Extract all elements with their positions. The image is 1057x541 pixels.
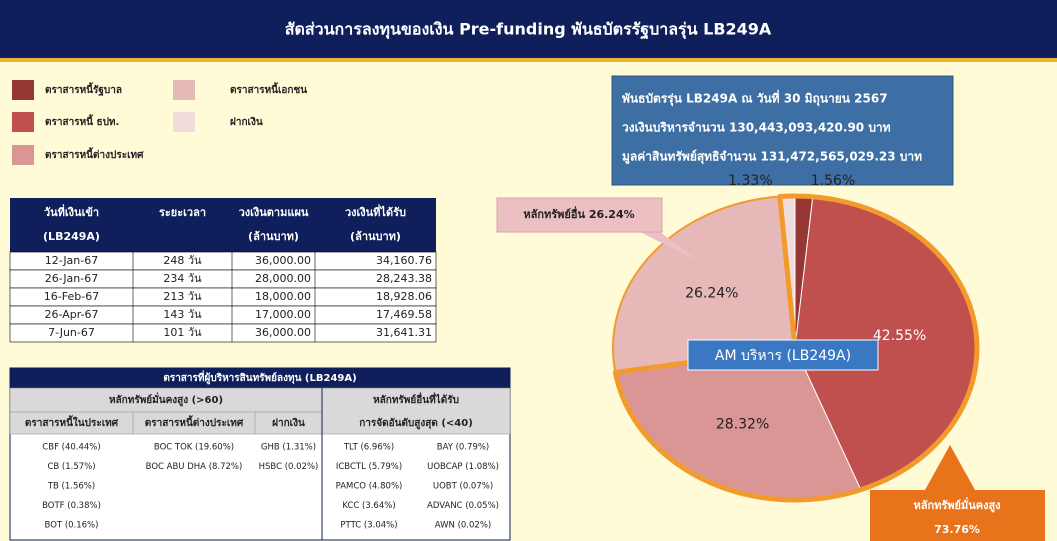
callout-box	[870, 490, 1045, 541]
table-cell: 248 วัน	[163, 254, 202, 267]
table-cell: 17,469.58	[376, 308, 432, 321]
table-cell: 28,000.00	[255, 272, 311, 285]
table-row	[9, 323, 437, 343]
header-cell: วงเงินที่ได้รับ	[345, 204, 406, 219]
table-cell: 34,160.76	[376, 254, 432, 267]
holdings-table: ตราสารที่ผู้บริหารสินทรัพย์ลงทุน (LB249A…	[9, 367, 511, 541]
table-cell: 18,000.00	[255, 290, 311, 303]
center-label-box	[687, 339, 879, 371]
callout-text: หลักทรัพย์อื่น 26.24%	[523, 206, 634, 221]
table-cell: UOBT (0.07%)	[433, 482, 493, 492]
callout-pointer	[925, 445, 975, 490]
table-cell: ICBCTL (5.79%)	[336, 462, 402, 472]
table-cell: CB (1.57%)	[47, 462, 95, 472]
legend-label: ฝากเงิน	[230, 116, 263, 128]
info-box	[611, 75, 954, 186]
subheader: ฝากเงิน	[272, 417, 305, 429]
table-cell: PAMCO (4.80%)	[336, 482, 403, 492]
table-cell: KCC (3.64%)	[342, 501, 395, 511]
callout-text: หลักทรัพย์มั่นคงสูง	[913, 497, 1000, 513]
header-cell: (LB249A)	[43, 230, 100, 243]
table-cell: BOTF (0.38%)	[42, 501, 101, 511]
table-cell: 234 วัน	[163, 272, 202, 285]
header-cell: ระยะเวลา	[159, 206, 206, 219]
group-header: หลักทรัพย์อื่นที่ได้รับ	[373, 392, 459, 406]
table-cell: 143 วัน	[163, 308, 202, 321]
group-outline	[612, 193, 980, 503]
header-cell: (ล้านบาท)	[248, 230, 299, 243]
slice-label: 28.32%	[716, 417, 769, 433]
info-line: มูลค่าสินทรัพย์สุทธิจำนวน 131,472,565,02…	[622, 150, 922, 165]
table-cell: CBF (40.44%)	[42, 443, 100, 453]
legend-swatch	[12, 145, 34, 165]
header-cell: (ล้านบาท)	[350, 230, 401, 243]
info-line: พันธบัตรรุ่น LB249A ณ วันที่ 30 มิถุนายน…	[622, 90, 888, 107]
table-cell: 17,000.00	[255, 308, 311, 321]
title: สัดส่วนการลงทุนของเงิน Pre-funding พันธบ…	[285, 20, 772, 40]
group-header: หลักทรัพย์มั่นคงสูง (>60)	[109, 392, 223, 407]
table-cell: 18,928.06	[376, 290, 432, 303]
table-header	[10, 198, 436, 252]
table-title-bg	[10, 368, 510, 388]
legend-label: ตราสารหนี้รัฐบาล	[45, 82, 122, 96]
table-cell: BAY (0.79%)	[437, 443, 490, 453]
subheader: ตราสารหนี้ในประเทศ	[25, 415, 119, 429]
group-header-bg	[9, 387, 511, 435]
info-line: วงเงินบริหารจำนวน 130,443,093,420.90 บาท	[622, 121, 891, 135]
legend-swatch	[173, 80, 195, 100]
table-cell: 36,000.00	[255, 254, 311, 267]
legend-label: ตราสารหนี้ ธปท.	[45, 114, 119, 128]
table-cell: 28,243.38	[376, 272, 432, 285]
table-cell: UOBCAP (1.08%)	[427, 462, 499, 472]
table-cell: 26-Apr-67	[44, 308, 98, 321]
table-cell: 101 วัน	[163, 326, 202, 339]
table-cell: 36,000.00	[255, 326, 311, 339]
table-cell: TB (1.56%)	[47, 482, 95, 492]
legend-label: ตราสารหนี้ต่างประเทศ	[45, 147, 144, 161]
subheader: ตราสารหนี้ต่างประเทศ	[145, 415, 244, 429]
legend-swatch	[12, 112, 34, 132]
callout-box	[496, 197, 663, 233]
pie-chart: 1.56% 42.55% 28.32% 26.24% 1.33% AM บริหาร (L…	[496, 173, 1045, 541]
slice-label: 1.56%	[811, 173, 855, 189]
slice-label: 26.24%	[685, 286, 738, 302]
table-cell: HSBC (0.02%)	[259, 462, 319, 472]
table-cell: GHB (1.31%)	[261, 443, 316, 453]
slice-label: 42.55%	[873, 328, 926, 344]
legend-label: ตราสารหนี้เอกชน	[230, 82, 307, 96]
table-cell: AWN (0.02%)	[435, 521, 491, 531]
table-cell: 7-Jun-67	[48, 326, 95, 339]
header-cell: วันที่เงินเข้า	[44, 204, 99, 219]
table-cell: ADVANC (0.05%)	[427, 501, 499, 511]
callout-pointer	[640, 232, 700, 262]
table-title: ตราสารที่ผู้บริหารสินทรัพย์ลงทุน (LB249A…	[163, 370, 356, 385]
title-bar	[0, 0, 1057, 58]
table-cell: 213 วัน	[163, 290, 202, 303]
table-cell: BOT (0.16%)	[45, 521, 99, 531]
center-label: AM บริหาร (LB249A)	[715, 348, 851, 364]
slice-label: 1.33%	[728, 173, 772, 189]
group-outline	[612, 195, 797, 374]
table-cell: TLT (6.96%)	[343, 443, 394, 453]
table-cell: 16-Feb-67	[44, 290, 99, 303]
table-cell: 31,641.31	[376, 326, 432, 339]
table-cell: BOC ABU DHA (8.72%)	[146, 462, 243, 472]
table-cell: PTTC (3.04%)	[340, 521, 397, 531]
legend-swatch	[173, 112, 195, 132]
legend-swatch	[12, 80, 34, 100]
title-underline	[0, 58, 1057, 62]
header-cell: วงเงินตามแผน	[239, 206, 309, 219]
table-cell: 12-Jan-67	[45, 254, 99, 267]
schedule-table: วันที่เงินเข้า (LB249A) ระยะเวลา วงเงินตามแ…	[9, 198, 437, 343]
table-cell: BOC TOK (19.60%)	[154, 443, 234, 453]
callout-text: 73.76%	[934, 523, 980, 536]
table-cell: 26-Jan-67	[45, 272, 99, 285]
group-header: การจัดอันดับสูงสุด (<40)	[359, 417, 473, 430]
